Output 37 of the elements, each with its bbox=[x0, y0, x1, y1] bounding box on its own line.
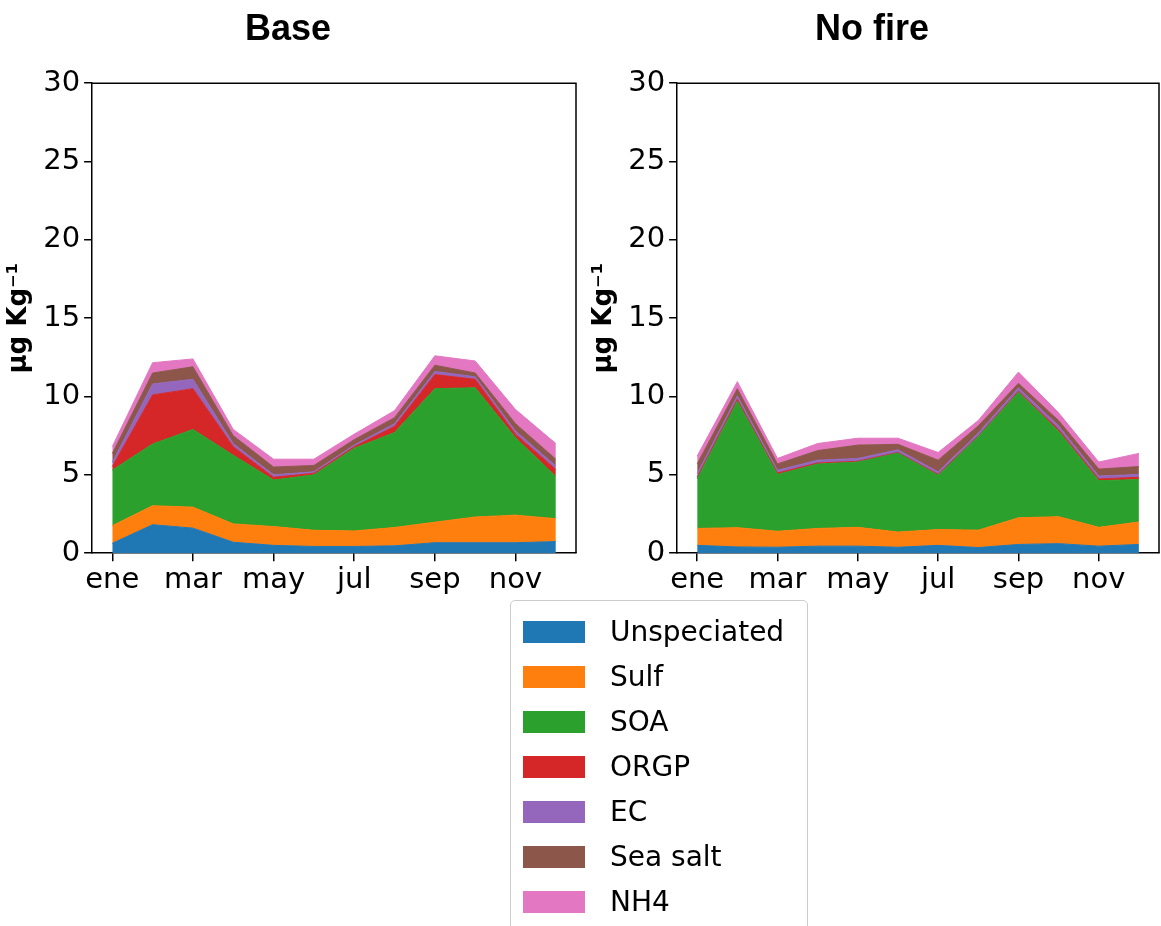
legend-label: EC bbox=[610, 795, 648, 828]
x-tick-label: mar bbox=[163, 561, 222, 596]
x-tick-label: sep bbox=[409, 561, 461, 596]
y-tick-label: 5 bbox=[61, 455, 81, 490]
x-tick-label: may bbox=[826, 561, 890, 596]
y-tick-label: 30 bbox=[628, 63, 666, 98]
x-tick-label: nov bbox=[1072, 561, 1126, 596]
y-axis-title: μg Kg⁻¹ bbox=[587, 262, 618, 374]
x-tick-label: ene bbox=[670, 561, 725, 596]
y-tick-label: 15 bbox=[628, 298, 666, 333]
y-axis-title: μg Kg⁻¹ bbox=[2, 262, 33, 374]
x-tick-label: sep bbox=[992, 561, 1045, 596]
y-tick-label: 25 bbox=[628, 142, 666, 177]
x-tick-label: jul bbox=[919, 561, 956, 596]
y-tick-label: 10 bbox=[628, 377, 666, 412]
y-tick-label: 15 bbox=[43, 298, 81, 333]
x-tick-label: may bbox=[241, 561, 306, 596]
x-tick-label: jul bbox=[335, 561, 372, 596]
legend-label: ORGP bbox=[610, 750, 691, 783]
y-tick-label: 20 bbox=[628, 220, 666, 255]
legend-label: Sulf bbox=[610, 660, 664, 693]
x-tick-label: mar bbox=[748, 561, 807, 596]
legend-label: Unspeciated bbox=[610, 615, 785, 648]
x-tick-label: ene bbox=[85, 561, 140, 596]
y-tick-label: 10 bbox=[43, 377, 81, 412]
legend-label: SOA bbox=[610, 705, 669, 738]
y-tick-label: 5 bbox=[646, 455, 666, 490]
x-tick-label: nov bbox=[488, 561, 543, 596]
legend-label: NH4 bbox=[610, 885, 670, 918]
y-tick-label: 0 bbox=[646, 533, 666, 568]
chart-title: Base bbox=[244, 6, 332, 48]
legend-label: Sea salt bbox=[610, 840, 722, 873]
y-tick-label: 25 bbox=[43, 142, 81, 177]
y-tick-label: 20 bbox=[43, 220, 81, 255]
y-tick-label: 30 bbox=[43, 63, 81, 98]
chart-title: No fire bbox=[814, 6, 930, 48]
y-tick-label: 0 bbox=[61, 533, 81, 568]
